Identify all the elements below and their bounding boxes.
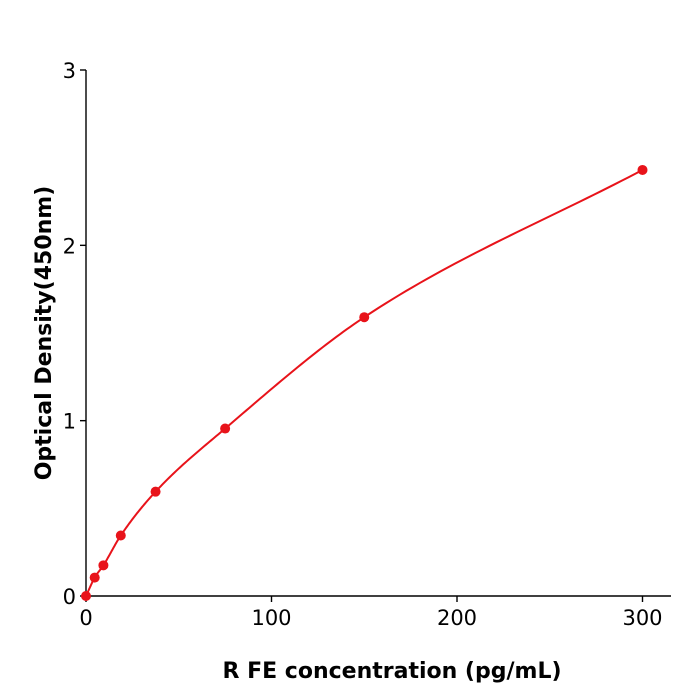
y-tick-label: 2 [63,234,76,258]
data-point [637,164,648,175]
data-point [359,312,370,323]
x-tick-label: 100 [251,606,291,630]
x-tick-label: 200 [437,606,477,630]
data-point [89,572,100,583]
x-tick-label: 0 [79,606,92,630]
x-tick-label: 300 [622,606,662,630]
data-point [98,560,109,571]
y-ticks: 0 1 2 3 [63,59,86,609]
x-ticks: 0 100 200 300 [79,596,663,630]
y-tick-label: 1 [63,410,76,434]
x-axis-title: R FE concentration (pg/mL) [222,659,561,684]
data-points [81,164,648,601]
data-point [220,423,231,434]
axes [85,70,671,597]
y-axis-title: Optical Density(450nm) [32,186,57,481]
data-point [81,591,91,601]
data-point [150,486,161,497]
y-tick-label: 0 [63,585,76,609]
fit-curve [85,169,643,597]
y-tick-label: 3 [63,59,76,83]
data-point [115,530,126,541]
